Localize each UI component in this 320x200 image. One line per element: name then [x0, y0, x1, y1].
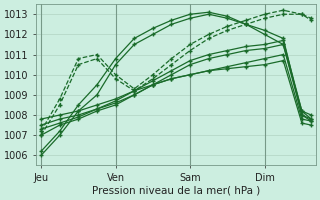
X-axis label: Pression niveau de la mer( hPa ): Pression niveau de la mer( hPa ) [92, 186, 260, 196]
